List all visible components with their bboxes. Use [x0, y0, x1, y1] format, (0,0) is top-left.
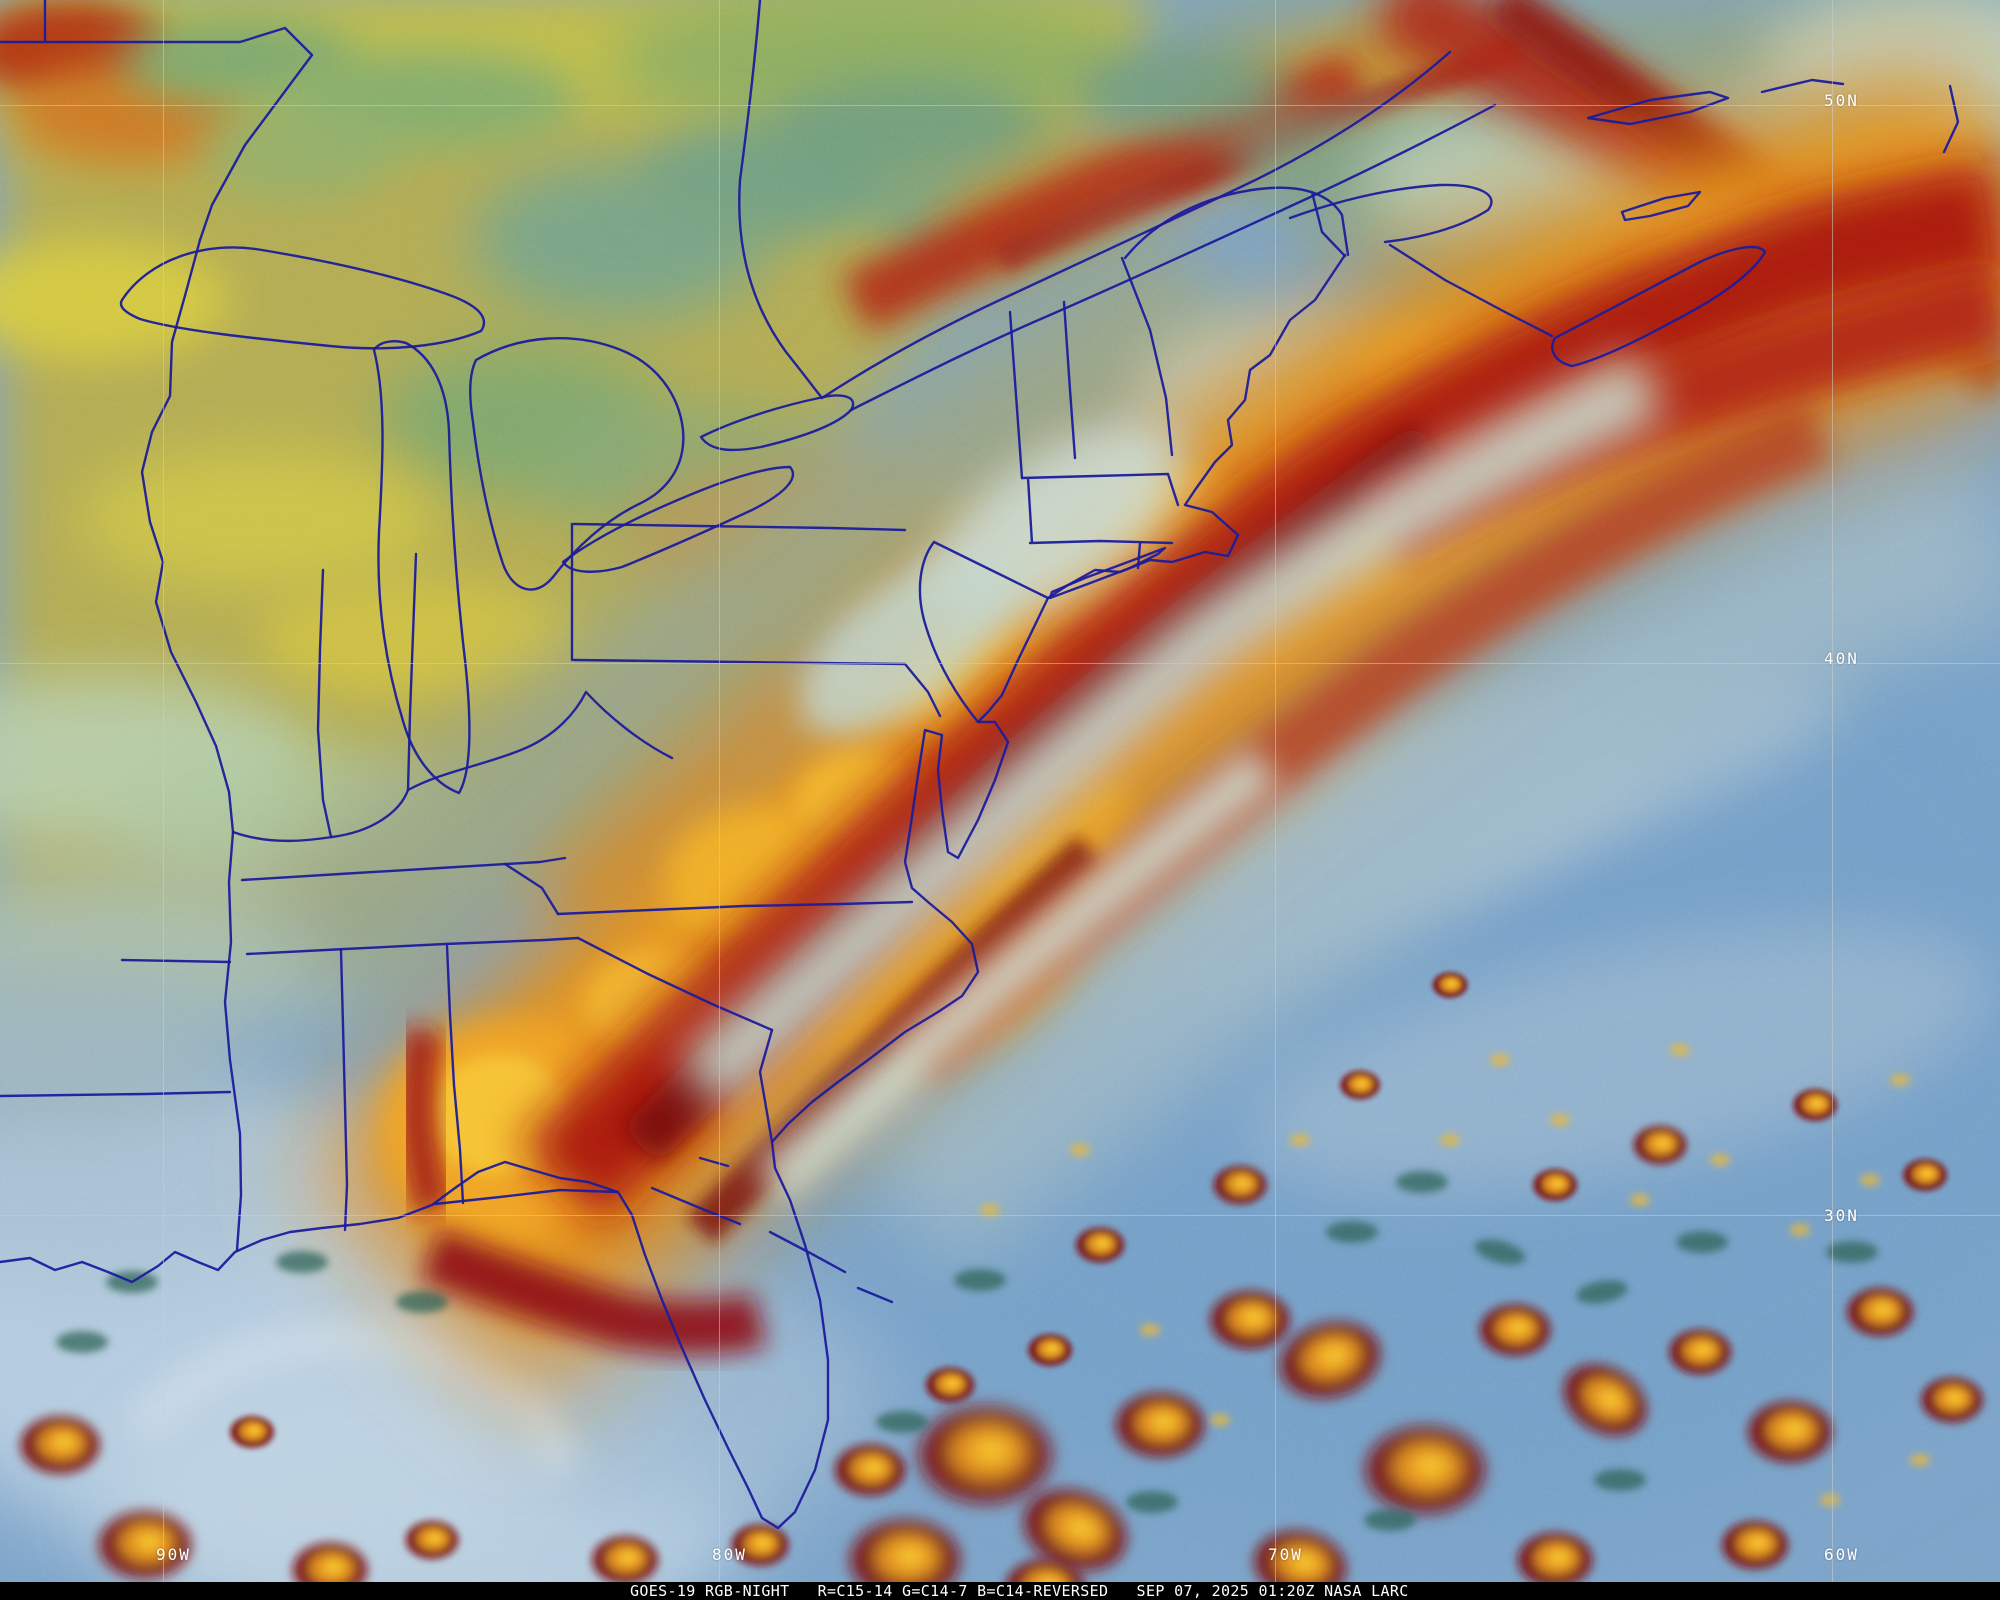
ontario-quebec-border	[738, 0, 824, 400]
caption-bar: GOES-19 RGB-NIGHT R=C15-14 G=C14-7 B=C14…	[0, 1582, 2000, 1600]
sc-ga-border	[758, 1028, 774, 1144]
long-island	[1048, 546, 1167, 600]
graticule-line-50n	[0, 105, 2000, 106]
ohio-river	[231, 690, 674, 843]
st-lawrence-north-bank	[820, 50, 1452, 400]
mississippi-river-lower	[223, 830, 243, 1252]
map-boundaries-overlay	[0, 0, 1960, 1530]
al-ga-border	[445, 944, 465, 1205]
tn-south-border	[245, 936, 580, 956]
graticule-line-70w	[1275, 0, 1276, 1582]
latitude-label-30n: 30N	[1824, 1206, 1859, 1225]
va-nc-border	[556, 900, 914, 916]
mo-ar-border	[120, 958, 232, 964]
nc-sc-border	[576, 936, 774, 1032]
bay-of-fundy	[1388, 243, 1554, 338]
st-lawrence-south-bank	[849, 103, 1497, 412]
longitude-label-60w: 60W	[1824, 1545, 1859, 1564]
graticule-line-80w	[719, 0, 720, 1582]
vt-nh-me-borders	[1008, 256, 1174, 480]
lake-michigan	[372, 340, 471, 795]
longitude-label-70w: 70W	[1268, 1545, 1303, 1564]
longitude-label-80w: 80W	[712, 1545, 747, 1564]
longitude-label-90w: 90W	[156, 1545, 191, 1564]
lake-superior	[119, 246, 486, 350]
nova-scotia	[1551, 245, 1767, 368]
new-brunswick-gaspe	[1288, 183, 1493, 244]
il-in-border	[316, 568, 333, 839]
graticule-line-30n	[0, 1215, 2000, 1216]
us-canada-border-nw	[0, 0, 314, 242]
ky-va-border	[503, 862, 560, 916]
graticule-line-40n	[0, 663, 2000, 664]
ky-tn-border	[240, 856, 567, 882]
coastline-east-gulf	[0, 253, 1347, 1530]
nj-borders	[918, 540, 1050, 724]
latitude-label-40n: 40N	[1824, 649, 1859, 668]
anticosti-island	[1586, 90, 1730, 126]
maine-quebec-border	[1123, 186, 1350, 260]
ar-la-border	[0, 1090, 232, 1098]
lake-huron	[469, 337, 685, 591]
in-oh-border	[406, 552, 418, 792]
ma-ct-ri-borders	[1020, 472, 1180, 570]
bahamas-islands	[650, 1156, 894, 1304]
ms-al-border	[339, 948, 349, 1232]
latitude-label-50n: 50N	[1824, 91, 1859, 110]
fl-north-border	[433, 1188, 619, 1206]
ny-pa-border	[572, 522, 907, 532]
prince-edward-island	[1620, 190, 1702, 222]
mississippi-river-upper	[140, 238, 235, 834]
caption-text: GOES-19 RGB-NIGHT R=C15-14 G=C14-7 B=C14…	[630, 1582, 1409, 1600]
graticule-line-60w	[1832, 0, 1833, 1582]
lake-erie	[561, 465, 795, 573]
graticule-line-90w	[163, 0, 164, 1582]
